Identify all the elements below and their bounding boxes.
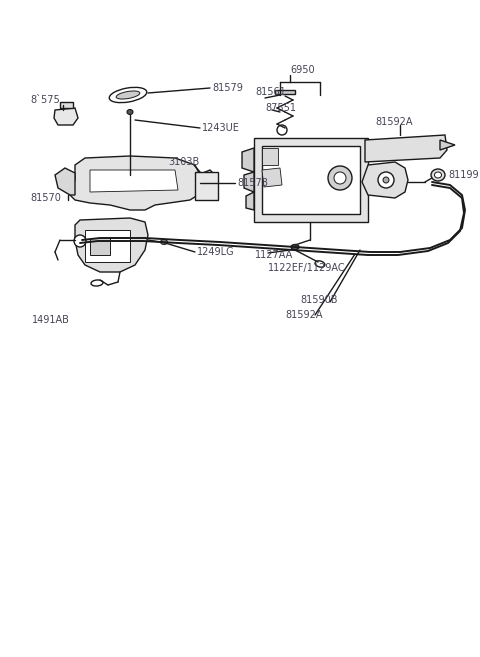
Text: 1122EF/1129AC: 1122EF/1129AC [268, 263, 346, 273]
Polygon shape [195, 172, 218, 200]
Polygon shape [262, 148, 278, 165]
Ellipse shape [315, 261, 325, 267]
Ellipse shape [127, 110, 133, 114]
Text: 1249LG: 1249LG [197, 247, 235, 257]
Polygon shape [70, 156, 200, 210]
Text: 1127AA: 1127AA [255, 250, 293, 260]
Polygon shape [254, 138, 368, 222]
Text: 81199: 81199 [448, 170, 479, 180]
Circle shape [277, 125, 287, 135]
Ellipse shape [434, 172, 442, 178]
Polygon shape [262, 168, 282, 187]
Ellipse shape [109, 87, 147, 102]
Ellipse shape [160, 240, 168, 244]
Polygon shape [85, 230, 130, 262]
Polygon shape [362, 162, 408, 198]
Circle shape [74, 235, 86, 247]
Polygon shape [90, 238, 110, 255]
Ellipse shape [431, 169, 445, 181]
Circle shape [378, 172, 394, 188]
Circle shape [383, 177, 389, 183]
Text: 81579: 81579 [212, 83, 243, 93]
Text: 81578: 81578 [237, 178, 268, 188]
Polygon shape [198, 170, 218, 193]
Polygon shape [365, 135, 447, 162]
Text: 81570: 81570 [30, 193, 61, 203]
Text: 1491AB: 1491AB [32, 315, 70, 325]
Polygon shape [60, 102, 73, 108]
Text: 87551: 87551 [265, 103, 296, 113]
Text: 3103B: 3103B [168, 157, 199, 167]
Polygon shape [75, 218, 148, 272]
Polygon shape [246, 192, 254, 210]
Polygon shape [440, 140, 455, 150]
Text: 6950: 6950 [290, 65, 314, 75]
Text: 81561: 81561 [255, 87, 286, 97]
Polygon shape [54, 108, 78, 125]
Polygon shape [55, 168, 75, 195]
Polygon shape [244, 172, 254, 192]
Circle shape [328, 166, 352, 190]
Polygon shape [242, 148, 254, 172]
Polygon shape [90, 170, 178, 192]
Polygon shape [275, 90, 295, 94]
Text: 81592A: 81592A [285, 310, 323, 320]
Text: 81590B: 81590B [300, 295, 337, 305]
Text: 8`575: 8`575 [30, 95, 60, 105]
Ellipse shape [291, 244, 299, 250]
Polygon shape [262, 146, 360, 214]
Text: 81592A: 81592A [375, 117, 412, 127]
Circle shape [334, 172, 346, 184]
Text: 1243UE: 1243UE [202, 123, 240, 133]
Ellipse shape [91, 280, 103, 286]
Ellipse shape [116, 91, 140, 99]
